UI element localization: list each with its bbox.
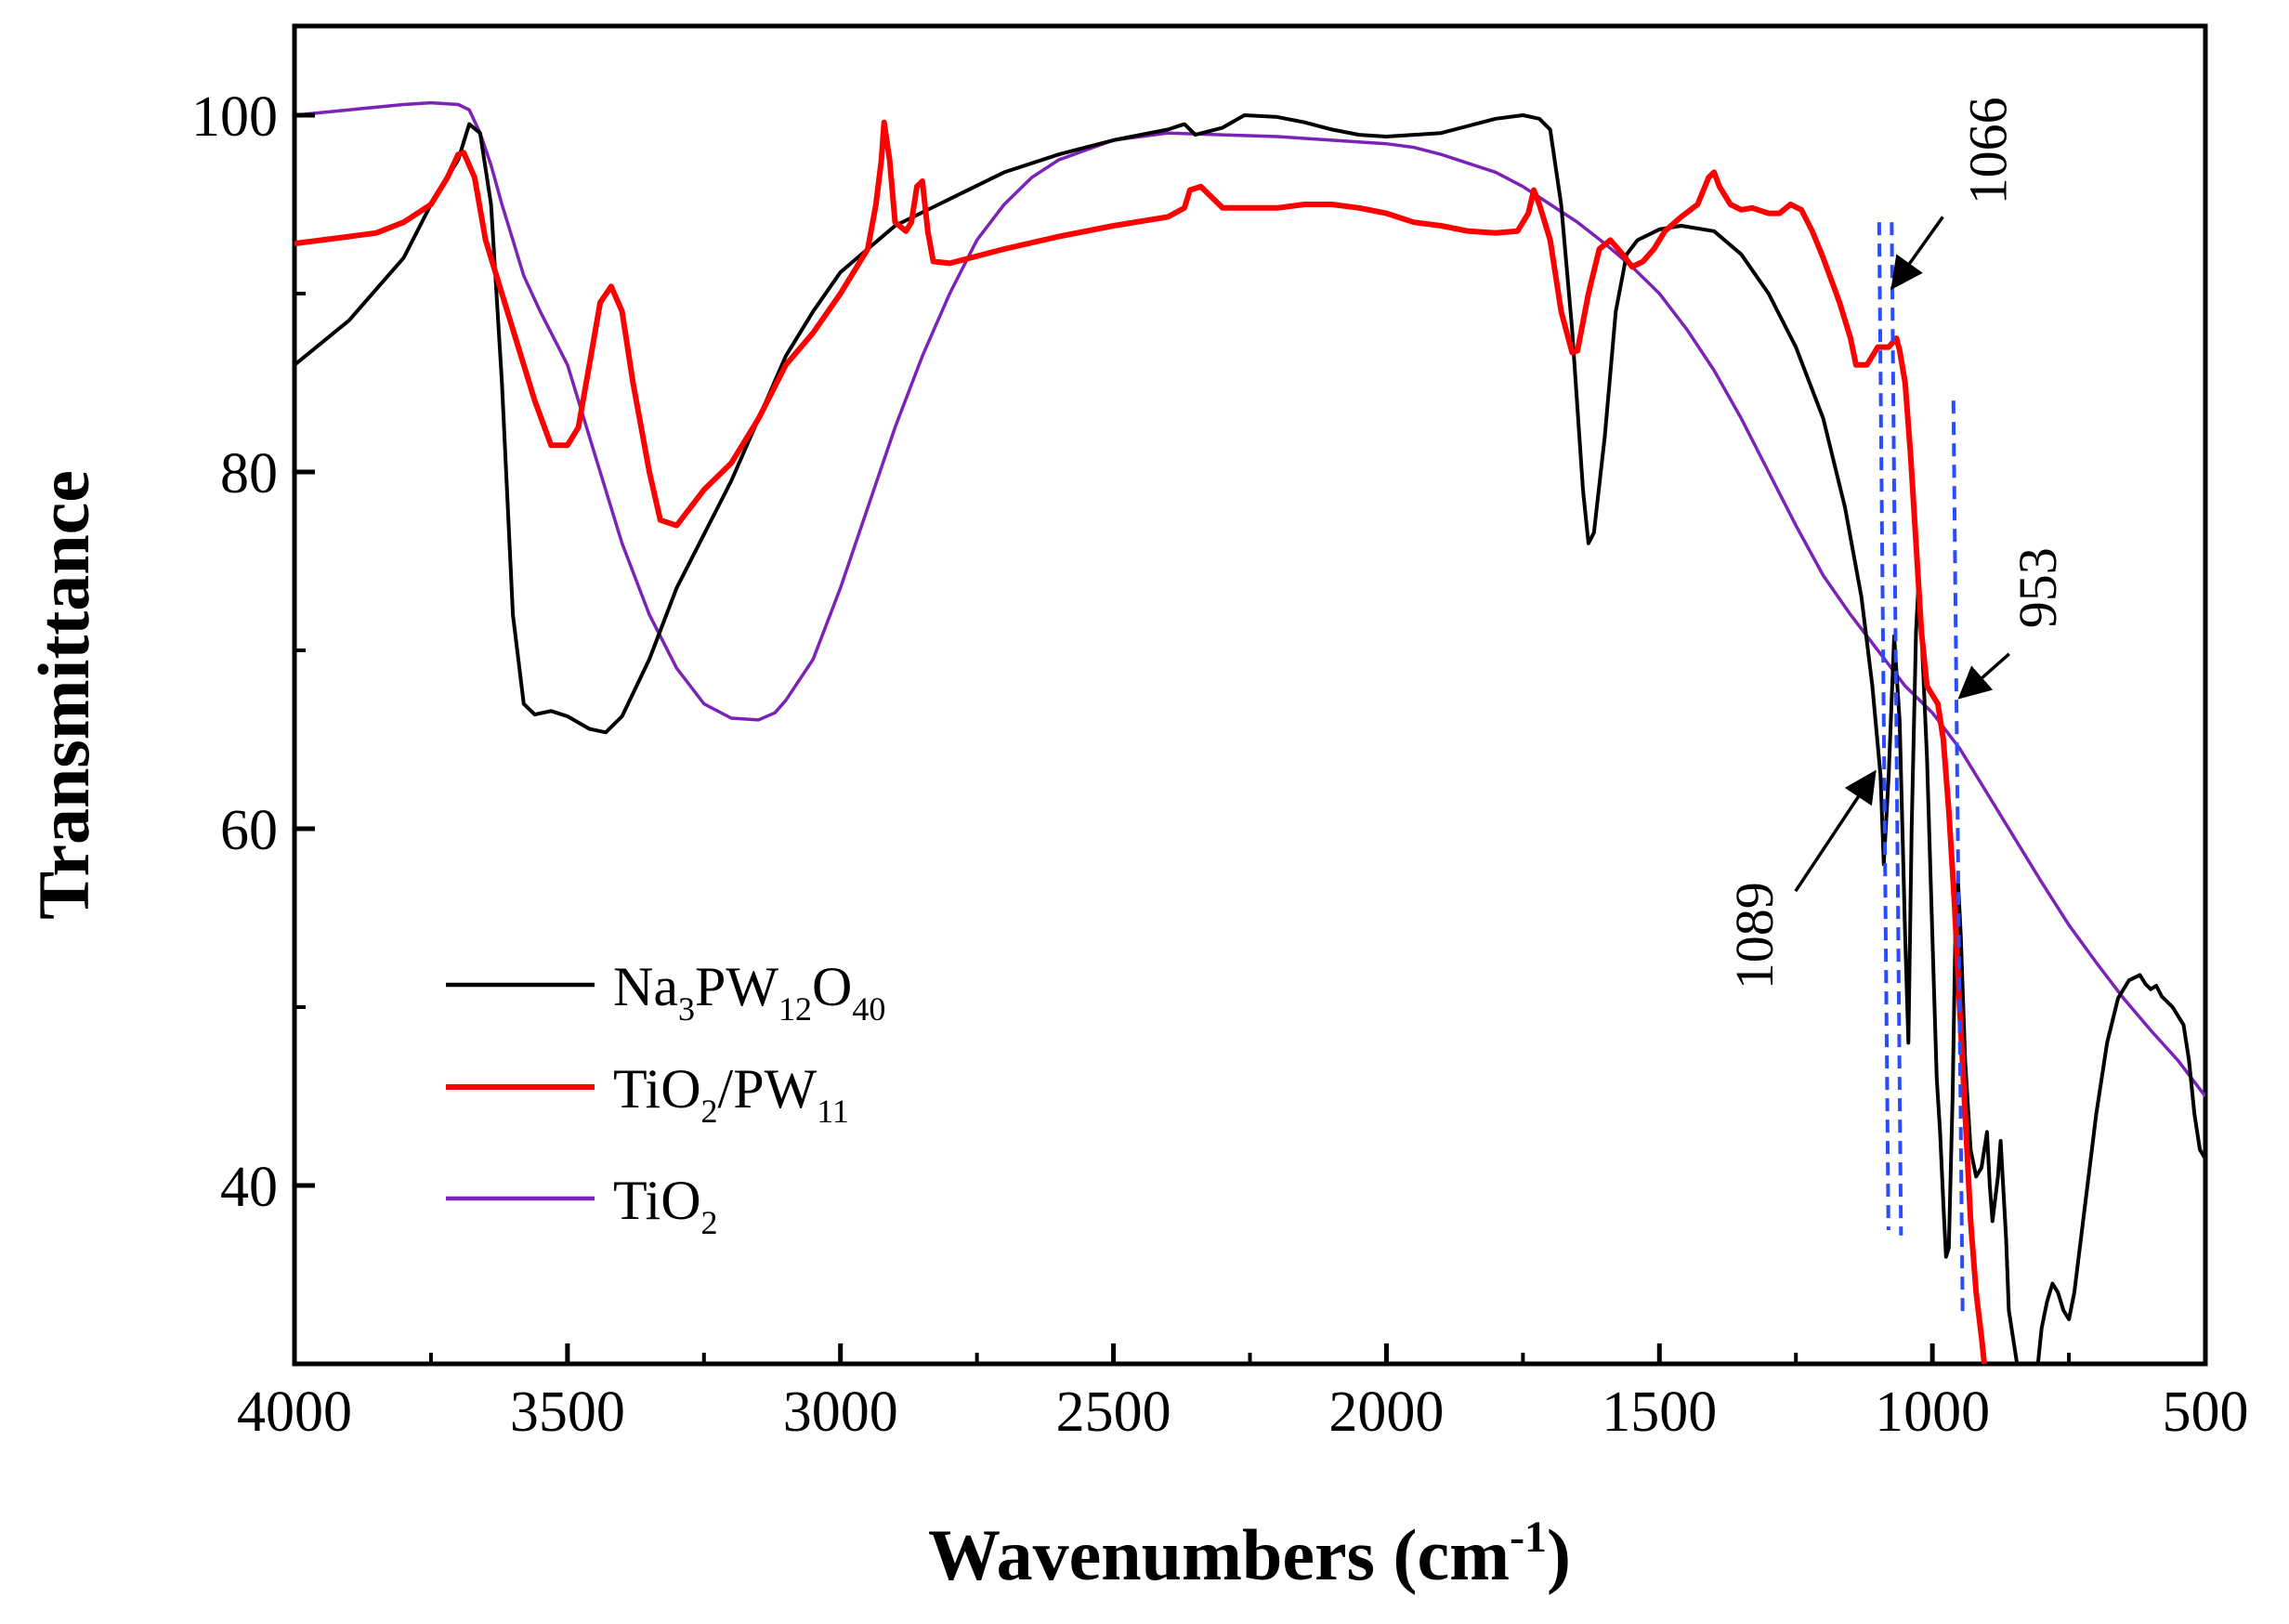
plot-area (292, 23, 2208, 1367)
peak-arrow (1957, 652, 2010, 700)
legend-label: TiO2/PW11 (613, 1058, 849, 1130)
peak-label: 1066 (1957, 97, 2018, 204)
dashed-guide-line (1951, 400, 1965, 1320)
x-axis: 4000 3500 3000 2500 2000 1500 1000 500 (237, 1343, 2249, 1444)
legend: Na3PW12O40 TiO2/PW11 TiO2 (446, 956, 885, 1241)
series-line-na3pw12o40 (294, 113, 2205, 1364)
x-axis-title-close: ) (1547, 1514, 1571, 1595)
peak-arrow (1794, 769, 1877, 893)
legend-label: Na3PW12O40 (613, 956, 885, 1028)
peak-label: 953 (2008, 547, 2068, 628)
x-axis-title: Wavenumbers (cm-1) (928, 1513, 1571, 1595)
peak-arrow (1890, 216, 1944, 291)
annotation-layer: 1089 1066 953 (1724, 97, 2068, 989)
x-tick-label: 2500 (1056, 1381, 1171, 1444)
y-tick-label: 80 (220, 442, 278, 505)
guide-layer (1877, 222, 1965, 1320)
x-axis-title-main: Wavenumbers (cm (928, 1514, 1510, 1595)
x-axis-title-superscript: -1 (1510, 1513, 1547, 1562)
x-tick-label: 1000 (1875, 1381, 1990, 1444)
y-axis-title: Transmittance (23, 470, 104, 920)
x-tick-label: 500 (2163, 1381, 2249, 1444)
y-tick-label: 60 (220, 799, 278, 862)
series-layer (294, 100, 2205, 1364)
x-tick-label: 3000 (783, 1381, 898, 1444)
dashed-guide-line (1877, 222, 1890, 1231)
plot-frame (292, 23, 2208, 1367)
x-tick-label: 2000 (1328, 1381, 1444, 1444)
y-axis: 40 60 80 100 (191, 85, 315, 1219)
series-line-tio2-pw11 (294, 119, 1987, 1364)
dashed-guide-line (1890, 222, 1903, 1236)
x-tick-label: 1500 (1602, 1381, 1717, 1444)
legend-label: TiO2 (613, 1170, 718, 1241)
y-tick-label: 40 (220, 1156, 278, 1219)
x-tick-label: 3500 (510, 1381, 625, 1444)
y-tick-label: 100 (191, 85, 278, 149)
x-tick-label: 4000 (237, 1381, 352, 1444)
peak-label: 1089 (1724, 882, 1785, 989)
